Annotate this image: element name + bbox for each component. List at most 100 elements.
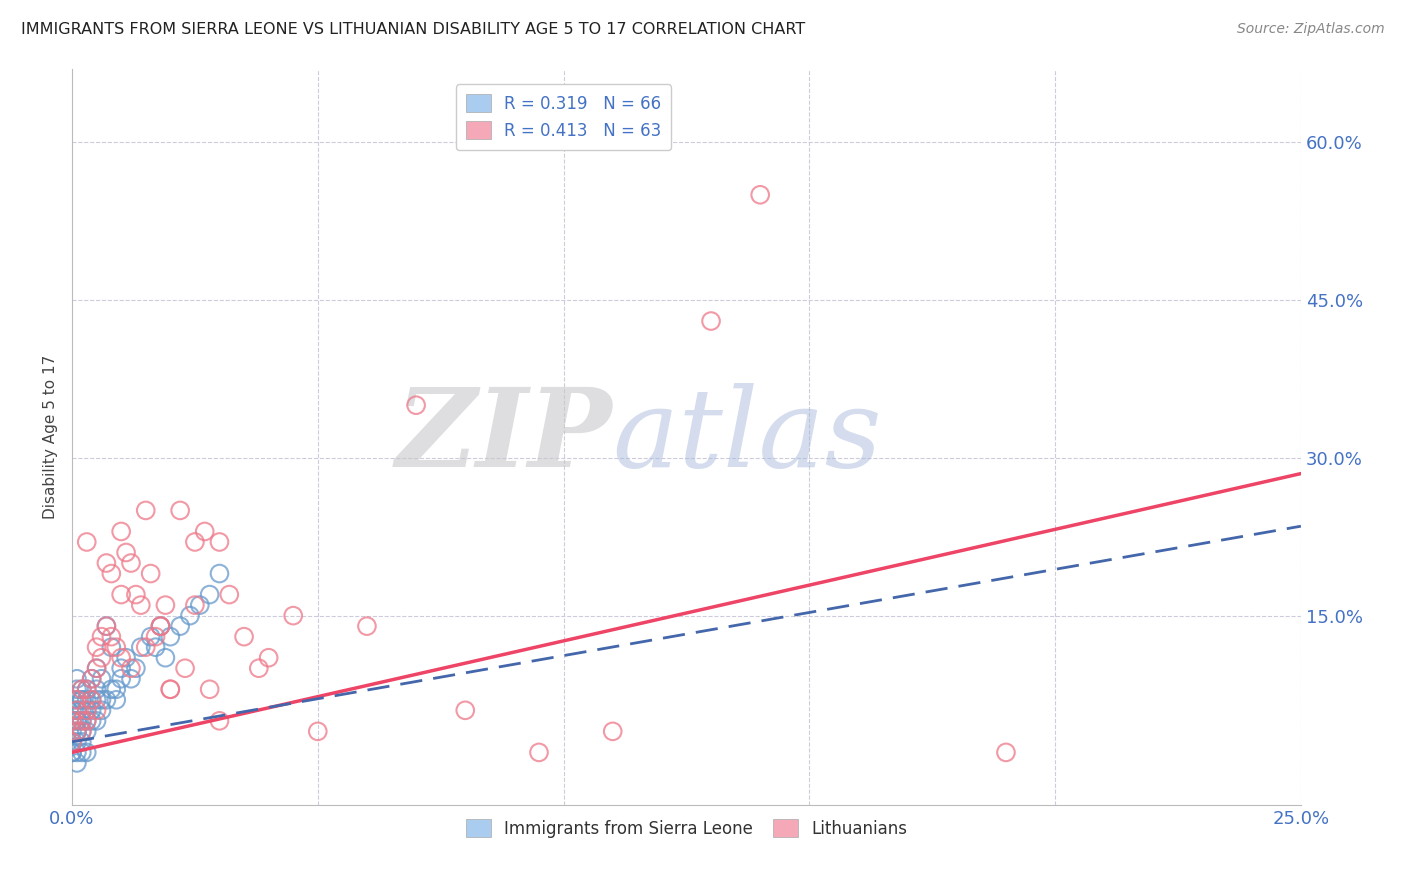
Point	[105, 640, 128, 655]
Point	[76, 714, 98, 728]
Point	[66, 735, 89, 749]
Point	[90, 650, 112, 665]
Y-axis label: Disability Age 5 to 17: Disability Age 5 to 17	[44, 355, 58, 519]
Point	[66, 703, 89, 717]
Point	[602, 724, 624, 739]
Point	[76, 703, 98, 717]
Point	[120, 672, 142, 686]
Point	[66, 756, 89, 770]
Point	[307, 724, 329, 739]
Point	[159, 630, 181, 644]
Point	[169, 503, 191, 517]
Point	[257, 650, 280, 665]
Point	[70, 693, 93, 707]
Point	[405, 398, 427, 412]
Point	[159, 682, 181, 697]
Point	[96, 619, 118, 633]
Point	[86, 703, 108, 717]
Point	[110, 524, 132, 539]
Point	[135, 640, 157, 655]
Point	[66, 724, 89, 739]
Point	[76, 724, 98, 739]
Point	[100, 682, 122, 697]
Point	[120, 661, 142, 675]
Point	[66, 703, 89, 717]
Point	[80, 672, 103, 686]
Point	[90, 672, 112, 686]
Point	[60, 735, 83, 749]
Point	[60, 724, 83, 739]
Point	[60, 746, 83, 760]
Point	[86, 714, 108, 728]
Point	[86, 682, 108, 697]
Point	[66, 714, 89, 728]
Point	[66, 672, 89, 686]
Point	[96, 619, 118, 633]
Point	[179, 608, 201, 623]
Point	[70, 714, 93, 728]
Point	[135, 503, 157, 517]
Point	[76, 693, 98, 707]
Point	[208, 714, 231, 728]
Point	[125, 661, 148, 675]
Point	[60, 714, 83, 728]
Point	[96, 693, 118, 707]
Point	[76, 535, 98, 549]
Point	[208, 535, 231, 549]
Point	[749, 187, 772, 202]
Point	[527, 746, 550, 760]
Point	[60, 735, 83, 749]
Point	[76, 746, 98, 760]
Point	[100, 566, 122, 581]
Point	[115, 650, 138, 665]
Point	[66, 703, 89, 717]
Point	[70, 714, 93, 728]
Point	[188, 598, 211, 612]
Point	[125, 588, 148, 602]
Point	[356, 619, 378, 633]
Point	[86, 661, 108, 675]
Point	[90, 693, 112, 707]
Point	[90, 703, 112, 717]
Point	[129, 598, 152, 612]
Point	[96, 556, 118, 570]
Point	[70, 682, 93, 697]
Point	[994, 746, 1017, 760]
Point	[174, 661, 197, 675]
Point	[110, 650, 132, 665]
Point	[145, 630, 167, 644]
Point	[218, 588, 240, 602]
Point	[60, 693, 83, 707]
Point	[90, 630, 112, 644]
Point	[60, 746, 83, 760]
Point	[86, 640, 108, 655]
Point	[100, 640, 122, 655]
Point	[198, 682, 221, 697]
Point	[70, 693, 93, 707]
Point	[194, 524, 217, 539]
Legend: Immigrants from Sierra Leone, Lithuanians: Immigrants from Sierra Leone, Lithuanian…	[458, 813, 914, 845]
Point	[66, 724, 89, 739]
Point	[70, 724, 93, 739]
Point	[233, 630, 256, 644]
Point	[70, 724, 93, 739]
Point	[184, 535, 207, 549]
Point	[139, 630, 162, 644]
Point	[149, 619, 172, 633]
Point	[76, 682, 98, 697]
Text: Source: ZipAtlas.com: Source: ZipAtlas.com	[1237, 22, 1385, 37]
Point	[70, 703, 93, 717]
Point	[80, 703, 103, 717]
Point	[66, 693, 89, 707]
Point	[80, 714, 103, 728]
Point	[70, 746, 93, 760]
Point	[184, 598, 207, 612]
Point	[155, 650, 177, 665]
Point	[105, 682, 128, 697]
Point	[60, 703, 83, 717]
Point	[86, 693, 108, 707]
Point	[198, 588, 221, 602]
Point	[66, 724, 89, 739]
Point	[76, 682, 98, 697]
Point	[283, 608, 305, 623]
